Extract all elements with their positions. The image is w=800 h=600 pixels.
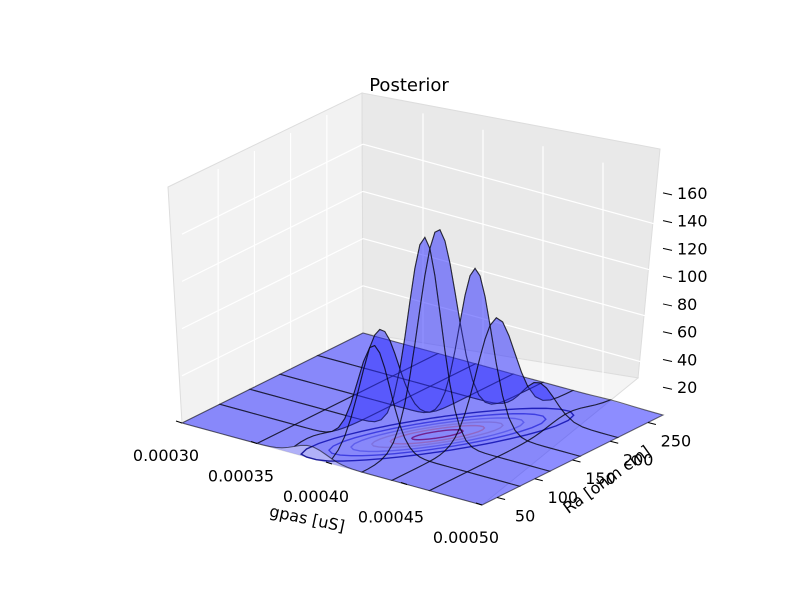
z-tick: [662, 358, 673, 362]
y-tick-label: 200: [623, 450, 654, 469]
y-tick-label: 250: [661, 432, 692, 451]
contour-line: [350, 417, 525, 453]
contour-line: [370, 421, 504, 449]
z-tick-label: 80: [677, 295, 697, 314]
grid-line: [362, 238, 664, 322]
x-tick: [475, 502, 483, 506]
z-tick-label: 100: [677, 267, 708, 286]
grid-lines: [181, 113, 664, 405]
y-tick: [610, 440, 619, 444]
z-tick-label: 160: [677, 184, 708, 203]
z-tick-label: 40: [677, 350, 697, 369]
x-tick-label: 0.00050: [433, 528, 499, 547]
z-tick-label: 140: [677, 212, 708, 231]
z-tick: [662, 386, 673, 390]
y-tick: [534, 478, 543, 482]
y-tick-label: 150: [585, 469, 616, 488]
axes: 0.00030 0.00035 0.00040 0.00045 0.00050 50 100…: [133, 184, 708, 547]
y-tick: [572, 459, 581, 463]
surface-patch: [427, 471, 522, 506]
x-tick: [400, 482, 408, 485]
grid-line: [181, 238, 364, 330]
z-tick-label: 120: [677, 239, 708, 258]
posterior-surface: [180, 229, 665, 506]
z-tick-label: 20: [677, 378, 697, 397]
chart-title: Posterior: [369, 75, 449, 96]
z-tick: [662, 303, 673, 307]
grid-line: [181, 190, 364, 282]
grid-line: [181, 143, 364, 235]
grid-line: [181, 285, 364, 377]
floor-contours: [299, 407, 575, 462]
x-tick: [250, 441, 258, 444]
grid-line: [362, 143, 664, 227]
x-tick: [175, 420, 183, 424]
z-tick-label: 60: [677, 323, 697, 342]
z-tick: [662, 220, 673, 224]
z-tick: [662, 331, 673, 335]
contour-line: [389, 424, 486, 445]
x-axis-label: gpas [uS]: [268, 501, 347, 535]
contour-line: [299, 407, 575, 462]
z-tick: [662, 275, 673, 279]
contour-line: [328, 413, 547, 457]
y-tick: [496, 497, 506, 500]
z-tick: [662, 192, 673, 196]
grid-line: [362, 190, 664, 274]
y-tick-label: 100: [548, 488, 579, 507]
grid-line: [362, 285, 664, 369]
x-tick: [325, 461, 333, 465]
x-tick-label: 0.00035: [208, 467, 274, 486]
y-tick: [647, 422, 657, 425]
x-tick-label: 0.00030: [133, 446, 199, 465]
z-tick: [662, 247, 673, 251]
x-tick-label: 0.00040: [283, 487, 349, 506]
x-tick-label: 0.00045: [358, 508, 424, 527]
contour-line: [410, 429, 464, 441]
y-tick-label: 50: [515, 507, 535, 526]
